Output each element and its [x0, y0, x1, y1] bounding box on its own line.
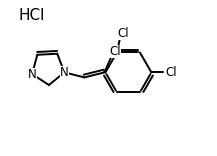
Text: HCl: HCl — [18, 8, 44, 23]
Text: N: N — [60, 66, 69, 79]
Text: Cl: Cl — [110, 45, 121, 58]
Text: Cl: Cl — [117, 27, 129, 40]
Text: N: N — [28, 68, 36, 81]
Text: Cl: Cl — [166, 66, 177, 79]
